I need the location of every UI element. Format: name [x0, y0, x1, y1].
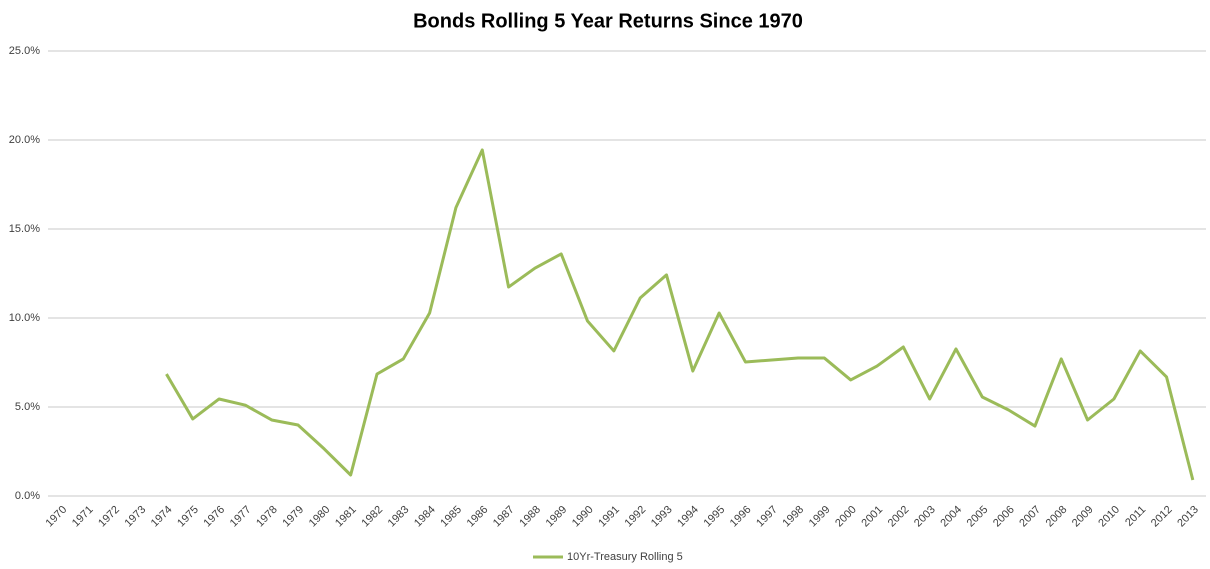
x-tick-label: 2001: [859, 504, 885, 530]
x-tick-label: 2008: [1044, 504, 1070, 530]
x-tick-label: 2009: [1070, 504, 1096, 530]
x-tick-label: 2005: [965, 504, 991, 530]
x-tick-label: 1971: [70, 504, 96, 530]
x-tick-label: 2010: [1096, 504, 1122, 530]
y-tick-label: 25.0%: [9, 45, 40, 57]
legend-label: 10Yr-Treasury Rolling 5: [567, 551, 683, 563]
y-tick-label: 0.0%: [15, 490, 40, 502]
x-tick-label: 1974: [149, 504, 175, 530]
x-tick-label: 1987: [491, 504, 517, 530]
x-tick-label: 2007: [1017, 504, 1043, 530]
x-tick-label: 1976: [201, 504, 227, 530]
x-tick-label: 1990: [570, 504, 596, 530]
data-line: [165, 148, 1195, 481]
x-tick-label: 2004: [938, 504, 964, 530]
y-tick-label: 10.0%: [9, 312, 40, 324]
x-tick-label: 1993: [649, 504, 675, 530]
x-tick-label: 1983: [386, 504, 412, 530]
x-tick-label: 1980: [307, 504, 333, 530]
chart-title: Bonds Rolling 5 Year Returns Since 1970: [413, 10, 803, 32]
x-tick-label: 1997: [754, 504, 780, 530]
y-tick-label: 20.0%: [9, 134, 40, 146]
x-tick-label: 1972: [96, 504, 122, 530]
x-tick-label: 1994: [675, 504, 701, 530]
x-tick-label: 1992: [623, 504, 649, 530]
x-tick-label: 1985: [438, 504, 464, 530]
y-tick-label: 5.0%: [15, 401, 40, 413]
x-tick-label: 1996: [728, 504, 754, 530]
x-tick-label: 2000: [833, 504, 859, 530]
x-tick-label: 2013: [1175, 504, 1201, 530]
x-tick-label: 1982: [359, 504, 385, 530]
x-tick-label: 1973: [122, 504, 148, 530]
x-tick-label: 2003: [912, 504, 938, 530]
x-tick-label: 1995: [701, 504, 727, 530]
x-tick-label: 1988: [517, 504, 543, 530]
x-tick-label: 1970: [44, 504, 70, 530]
x-tick-label: 1986: [465, 504, 491, 530]
x-tick-label: 1984: [412, 504, 438, 530]
x-tick-label: 1991: [596, 504, 622, 530]
x-tick-label: 2012: [1149, 504, 1175, 530]
x-tick-label: 2006: [991, 504, 1017, 530]
x-tick-label: 1977: [228, 504, 254, 530]
x-tick-label: 1978: [254, 504, 280, 530]
y-tick-label: 15.0%: [9, 223, 40, 235]
x-tick-label: 2011: [1123, 504, 1148, 529]
x-tick-label: 1975: [175, 504, 201, 530]
x-tick-label: 1999: [807, 504, 833, 530]
x-tick-label: 1981: [333, 504, 359, 530]
x-tick-label: 1998: [780, 504, 806, 530]
x-tick-label: 2002: [886, 504, 912, 530]
x-tick-label: 1989: [544, 504, 570, 530]
x-tick-label: 1979: [280, 504, 306, 530]
